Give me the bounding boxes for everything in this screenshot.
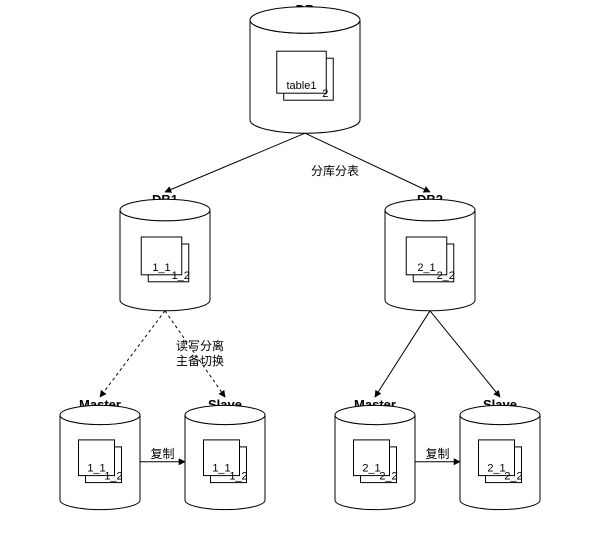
- table-label-front: 1_1: [87, 463, 105, 475]
- db-node-db2: DB22_12_2: [385, 192, 475, 311]
- diagram-canvas: 复制复制 DBtable12DB11_11_2DB22_12_2Master1_…: [0, 0, 613, 554]
- db-node-m1: Master1_11_2: [60, 397, 140, 510]
- annotation: 分库分表: [311, 163, 359, 178]
- edge-db1-m1: [100, 311, 165, 397]
- annotation: 主备切换: [176, 354, 224, 368]
- edge-db2-m2: [375, 311, 430, 397]
- db-node-m2: Master2_12_2: [335, 397, 415, 510]
- annotation: 读写分离: [176, 338, 224, 353]
- table-label-front: 2_1: [362, 463, 380, 475]
- edge-label: 复制: [150, 447, 174, 461]
- table-label-front: 2_1: [417, 262, 435, 274]
- table-label-back: 1_2: [229, 471, 247, 483]
- table-label-back: 2: [322, 88, 328, 100]
- edge-label: 复制: [425, 447, 449, 461]
- db-node-db1: DB11_11_2: [120, 192, 210, 311]
- edge-db-db2: [305, 133, 430, 192]
- table-label-back: 2_2: [504, 471, 522, 483]
- edge-db2-s2: [430, 311, 500, 397]
- db-node-db: DBtable12: [250, 2, 360, 133]
- table-label-front: 2_1: [487, 463, 505, 475]
- table-label-front: table1: [287, 80, 317, 92]
- edge-db-db1: [165, 133, 305, 192]
- table-label-back: 1_2: [104, 471, 122, 483]
- table-label-front: 1_1: [212, 463, 230, 475]
- table-label-back: 2_2: [379, 471, 397, 483]
- db-node-s1: Slave1_11_2: [185, 397, 265, 510]
- table-label-front: 1_1: [152, 262, 170, 274]
- db-node-s2: Slave2_12_2: [460, 397, 540, 510]
- table-label-back: 2_2: [437, 270, 455, 282]
- table-label-back: 1_2: [172, 270, 190, 282]
